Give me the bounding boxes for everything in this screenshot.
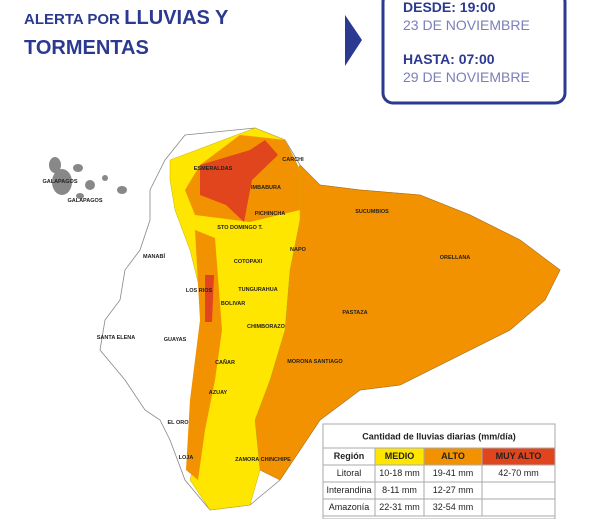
cell-text: 12-27 mm: [433, 485, 474, 495]
map-label: TUNGURAHUA: [238, 287, 277, 293]
map-label: GALAPAGOS: [67, 198, 102, 204]
map-label: NAPO: [290, 247, 307, 253]
map-label: SANTA ELENA: [97, 335, 136, 341]
title-highlight: LLUVIAS Y: [124, 7, 229, 29]
title-line: ALERTA POR LLUVIAS Y: [24, 7, 229, 29]
map-label: ESMERALDAS: [194, 166, 233, 172]
map-label: GALAPAGOS: [42, 179, 77, 185]
cell: [481, 481, 556, 500]
cell-text: Litoral: [337, 468, 362, 478]
cell-text: 42-70 mm: [498, 468, 539, 478]
map-label: PASTAZA: [342, 310, 367, 316]
cell-text: 10-18 mm: [379, 468, 420, 478]
map-label: LOS RIOS: [186, 288, 213, 294]
map-label: SUCUMBIOS: [355, 209, 389, 215]
cell: [481, 498, 556, 517]
title-highlight: TORMENTAS: [24, 37, 149, 59]
title-prefix: ALERTA POR: [24, 11, 120, 28]
map-label: STO DOMINGO T.: [217, 225, 263, 231]
header-text: MUY ALTO: [496, 451, 542, 461]
to-label: HASTA: 07:00: [403, 51, 495, 67]
map-label: COTOPAXI: [234, 259, 263, 265]
from-date: 23 DE NOVIEMBRE: [403, 17, 530, 33]
map-label: IMBABURA: [251, 185, 281, 191]
map-label: EL ORO: [168, 420, 190, 426]
map-label: CHIMBORAZO: [247, 324, 286, 330]
cell-text: 22-31 mm: [379, 502, 420, 512]
map-label: ZAMORA CHINCHIPE: [235, 457, 291, 463]
from-label: DESDE: 19:00: [403, 0, 496, 15]
cell-text: 19-41 mm: [433, 468, 474, 478]
map-label: MORONA SANTIAGO: [287, 359, 343, 365]
map-label: AZUAY: [209, 390, 228, 396]
map-label: MANABÍ: [143, 252, 165, 260]
map-label: LOJA: [179, 455, 194, 461]
very-high-zone: [200, 140, 278, 222]
map-labels: GALAPAGOS GALAPAGOS ESMERALDAS CARCHI IM…: [42, 157, 470, 463]
to-date: 29 DE NOVIEMBRE: [403, 69, 530, 85]
map-label: CAÑAR: [215, 359, 235, 366]
map-label: ORELLANA: [440, 255, 471, 261]
very-high-zone: [205, 275, 214, 322]
header-text: MEDIO: [385, 451, 415, 461]
map-label: GUAYAS: [164, 337, 187, 343]
map-label: PICHINCHA: [255, 211, 286, 217]
cell-text: 8-11 mm: [382, 485, 417, 495]
galapagos: [49, 157, 127, 199]
cell-text: Amazonía: [329, 502, 370, 512]
rain-table: Cantidad de lluvias diarias (mm/día) Reg…: [322, 423, 556, 519]
map-label: BOLIVAR: [221, 301, 245, 307]
table-title: Cantidad de lluvias diarias (mm/día): [362, 431, 516, 441]
header-text: Región: [334, 451, 365, 461]
header-text: ALTO: [441, 451, 465, 461]
map-label: CARCHI: [282, 157, 304, 163]
cell-text: Interandina: [326, 485, 371, 495]
arrow: [345, 15, 362, 66]
date-box: [381, 0, 567, 105]
cell-text: 32-54 mm: [433, 502, 474, 512]
